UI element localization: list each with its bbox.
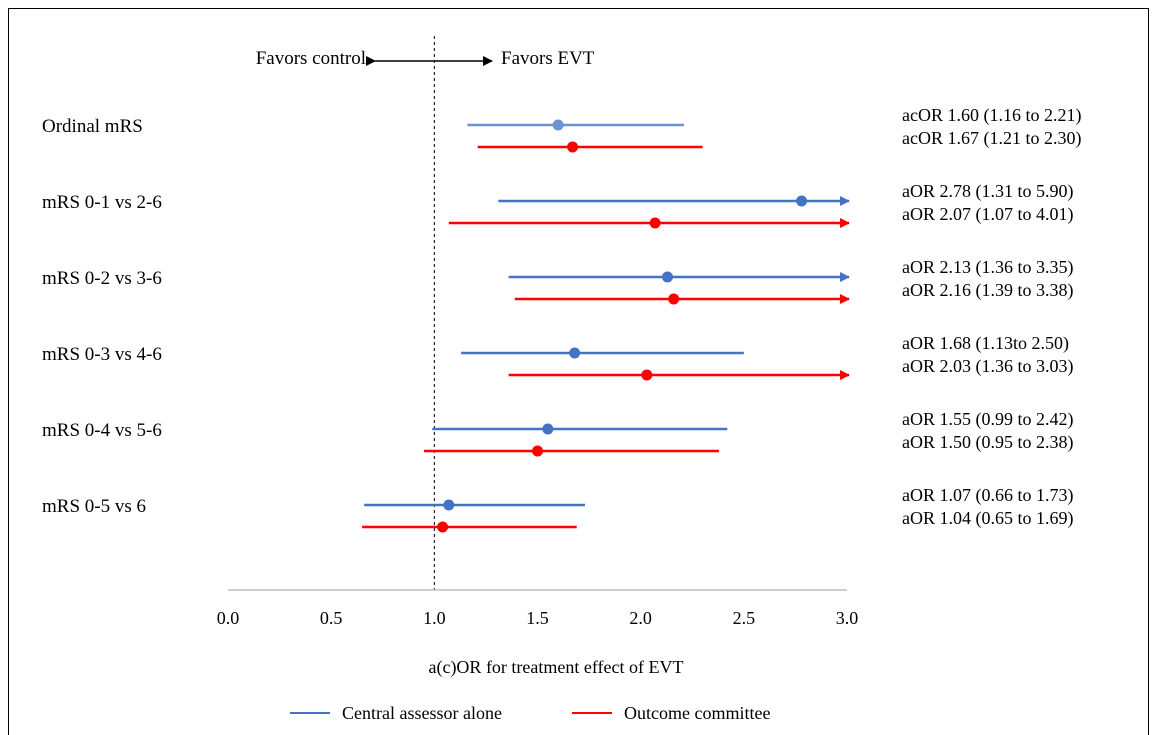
committee-point [649,217,661,229]
x-tick-label: 1.0 [423,608,446,628]
row-label: mRS 0-2 vs 3-6 [42,268,162,289]
row-label: mRS 0-5 vs 6 [42,496,146,517]
forest-row: mRS 0-3 vs 4-6 aOR 1.68 (1.13to 2.50)aOR … [42,333,1073,381]
x-axis-label: a(c)OR for treatment effect of EVT [428,657,683,678]
favors-control-label: Favors control [256,48,366,69]
central-estimate-text: aOR 1.07 (0.66 to 1.73) [902,485,1073,506]
x-tick-label: 2.0 [629,608,652,628]
legend-label-central: Central assessor alone [342,703,502,723]
committee-point [668,293,680,305]
central-estimate-text: aOR 2.13 (1.36 to 3.35) [902,257,1073,278]
forest-row: mRS 0-4 vs 5-6 aOR 1.55 (0.99 to 2.42)aOR… [42,409,1073,457]
committee-estimate-text: aOR 1.50 (0.95 to 2.38) [902,432,1073,453]
committee-estimate-text: aOR 1.04 (0.65 to 1.69) [902,508,1073,529]
x-tick-label: 1.5 [526,608,549,628]
x-tick-label: 2.5 [733,608,756,628]
figure-frame [8,8,1149,735]
forest-row: mRS 0-2 vs 3-6 aOR 2.13 (1.36 to 3.35)aOR… [42,257,1073,305]
committee-point [532,445,543,457]
row-label: mRS 0-4 vs 5-6 [42,420,162,441]
central-point [542,423,554,435]
central-point [552,119,564,131]
row-label: mRS 0-1 vs 2-6 [42,192,162,213]
central-point [443,499,455,511]
committee-point [641,369,653,381]
x-tick-label: 3.0 [836,608,859,628]
committee-estimate-text: aOR 2.03 (1.36 to 3.03) [902,356,1073,377]
central-estimate-text: aOR 1.55 (0.99 to 2.42) [902,409,1073,430]
row-label: Ordinal mRS [42,116,143,137]
central-point [796,195,808,207]
committee-point [567,141,579,153]
committee-estimate-text: aOR 2.16 (1.39 to 3.38) [902,280,1073,301]
committee-estimate-text: acOR 1.67 (1.21 to 2.30) [902,128,1081,149]
central-point [661,271,673,283]
x-tick-label: 0.5 [320,608,343,628]
legend-label-committee: Outcome committee [624,703,770,723]
forest-row: mRS 0-5 vs 6 aOR 1.07 (0.66 to 1.73)aOR 1… [42,485,1073,533]
central-point [569,347,581,359]
central-estimate-text: aOR 1.68 (1.13to 2.50) [902,333,1069,354]
forest-row: Ordinal mRS acOR 1.60 (1.16 to 2.21)acOR … [42,105,1081,153]
committee-estimate-text: aOR 2.07 (1.07 to 4.01) [902,204,1073,225]
row-label: mRS 0-3 vs 4-6 [42,344,162,365]
forest-row: mRS 0-1 vs 2-6 aOR 2.78 (1.31 to 5.90)aOR… [42,181,1073,229]
x-tick-label: 0.0 [217,608,240,628]
central-estimate-text: aOR 2.78 (1.31 to 5.90) [902,181,1073,202]
committee-point [437,521,449,533]
favors-evt-label: Favors EVT [501,48,595,69]
central-estimate-text: acOR 1.60 (1.16 to 2.21) [902,105,1081,126]
